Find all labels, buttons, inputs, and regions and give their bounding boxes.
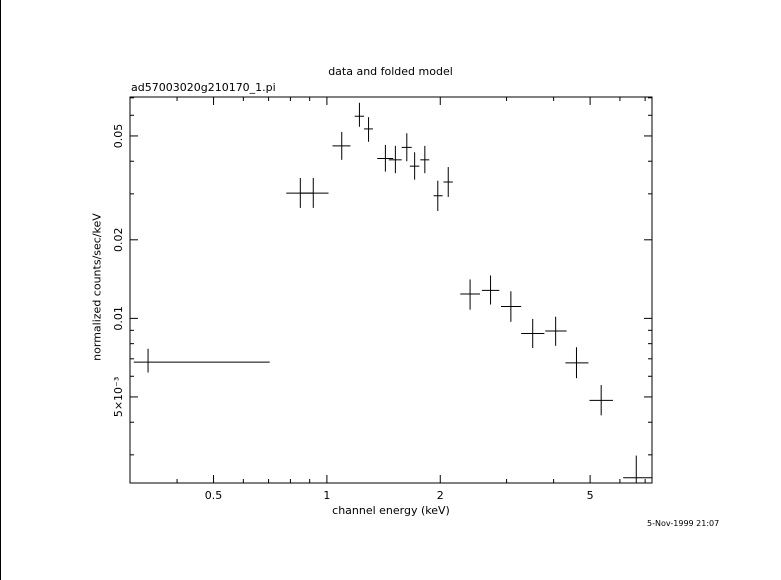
axes: 0.5 1 2 5 5×10⁻³ 0.01 0.02 0.05 xyxy=(112,97,652,502)
data-point xyxy=(565,347,589,379)
window-left-border xyxy=(0,0,1,580)
data-point xyxy=(377,144,394,172)
y-tick-label: 0.02 xyxy=(112,228,125,253)
data-point xyxy=(364,117,373,142)
x-tick-label: 2 xyxy=(437,489,444,502)
y-tick-label: 5×10⁻³ xyxy=(112,377,125,417)
data-point xyxy=(443,167,453,197)
plot-frame xyxy=(129,96,653,484)
data-point xyxy=(481,275,500,305)
y-tick-label: 0.05 xyxy=(112,124,125,149)
data-point xyxy=(501,291,522,322)
data-point xyxy=(420,145,430,174)
chart-subtitle: ad57003020g210170_1.pi xyxy=(131,81,276,94)
x-axis-label: channel energy (keV) xyxy=(332,504,450,517)
chart-title: data and folded model xyxy=(328,65,453,78)
data-point xyxy=(545,316,567,346)
x-tick-label: 1 xyxy=(323,489,330,502)
data-point xyxy=(460,279,480,310)
data-point xyxy=(300,178,329,208)
data-point xyxy=(623,455,652,483)
data-point xyxy=(354,102,365,127)
data-point xyxy=(521,318,545,348)
x-tick-label: 5 xyxy=(587,489,594,502)
data-point xyxy=(589,385,613,416)
data-point xyxy=(388,145,402,174)
data-point xyxy=(433,180,443,211)
x-tick-label: 0.5 xyxy=(205,489,223,502)
data-point xyxy=(401,133,412,162)
plot-timestamp: 5-Nov-1999 21:07 xyxy=(647,519,720,528)
data-point xyxy=(332,131,351,160)
data-point xyxy=(133,348,270,373)
data-point xyxy=(409,152,420,180)
data-points xyxy=(133,102,652,483)
y-tick-label: 0.01 xyxy=(112,306,125,331)
